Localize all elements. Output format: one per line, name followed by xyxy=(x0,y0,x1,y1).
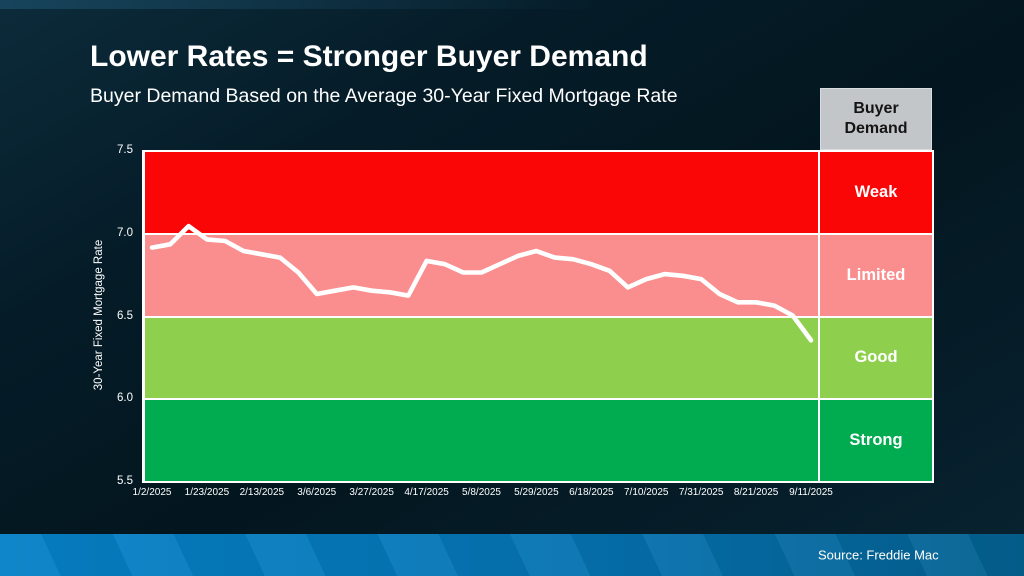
x-tick-label: 9/11/2025 xyxy=(789,487,833,498)
page-title: Lower Rates = Stronger Buyer Demand xyxy=(90,40,648,73)
x-tick-label: 8/21/2025 xyxy=(733,487,779,498)
band-good xyxy=(145,315,818,399)
x-tick-label: 4/17/2025 xyxy=(404,487,449,498)
mortgage-rate-line xyxy=(149,223,814,343)
page-subtitle: Buyer Demand Based on the Average 30-Yea… xyxy=(90,85,678,107)
buyer-demand-legend-title-label: Buyer Demand xyxy=(844,100,908,137)
demand-level-label: Limited xyxy=(846,265,906,284)
y-tick-label: 6.5 xyxy=(117,309,133,322)
y-tick-label: 5.5 xyxy=(117,475,133,487)
rate-line-chart xyxy=(149,223,814,343)
band-weak xyxy=(145,150,818,233)
demand-level-label: Good xyxy=(854,348,898,367)
band-strong xyxy=(145,398,818,481)
x-tick-label: 6/18/2025 xyxy=(569,487,614,498)
y-axis-ticks: 7.5 7.0 6.5 6.0 5.5 xyxy=(0,144,137,487)
demand-bands xyxy=(145,150,818,481)
x-tick-label: 2/13/2025 xyxy=(239,487,285,498)
y-tick-label: 6.0 xyxy=(117,392,133,405)
buyer-demand-legend-title: Buyer Demand xyxy=(820,88,932,150)
x-tick-label: 5/8/2025 xyxy=(462,487,501,498)
demand-level-label: Strong xyxy=(849,431,903,450)
demand-level-weak: Weak xyxy=(820,150,932,233)
y-tick-label: 7.0 xyxy=(117,226,133,239)
x-tick-label: 1/2/2025 xyxy=(132,487,172,498)
buyer-demand-levels: Weak Limited Good Strong xyxy=(818,150,934,483)
y-tick-label: 7.5 xyxy=(117,144,133,156)
demand-level-strong: Strong xyxy=(820,398,932,481)
x-tick-label: 1/23/2025 xyxy=(184,487,230,498)
x-tick-label: 7/10/2025 xyxy=(624,487,669,498)
plot-area xyxy=(142,150,818,483)
footer-bar: Source: Freddie Mac xyxy=(0,534,1024,576)
demand-level-limited: Limited xyxy=(820,232,932,316)
x-axis-ticks: 1/2/2025 1/23/2025 2/13/2025 3/6/2025 3/27/2… xyxy=(133,487,833,501)
demand-level-good: Good xyxy=(820,315,932,399)
x-tick-label: 3/27/2025 xyxy=(349,487,394,498)
x-tick-label: 5/29/2025 xyxy=(514,487,559,498)
demand-level-label: Weak xyxy=(854,182,898,201)
x-tick-label: 3/6/2025 xyxy=(297,487,337,498)
x-tick-label: 7/31/2025 xyxy=(678,487,724,498)
source-attribution: Source: Freddie Mac xyxy=(818,547,939,563)
